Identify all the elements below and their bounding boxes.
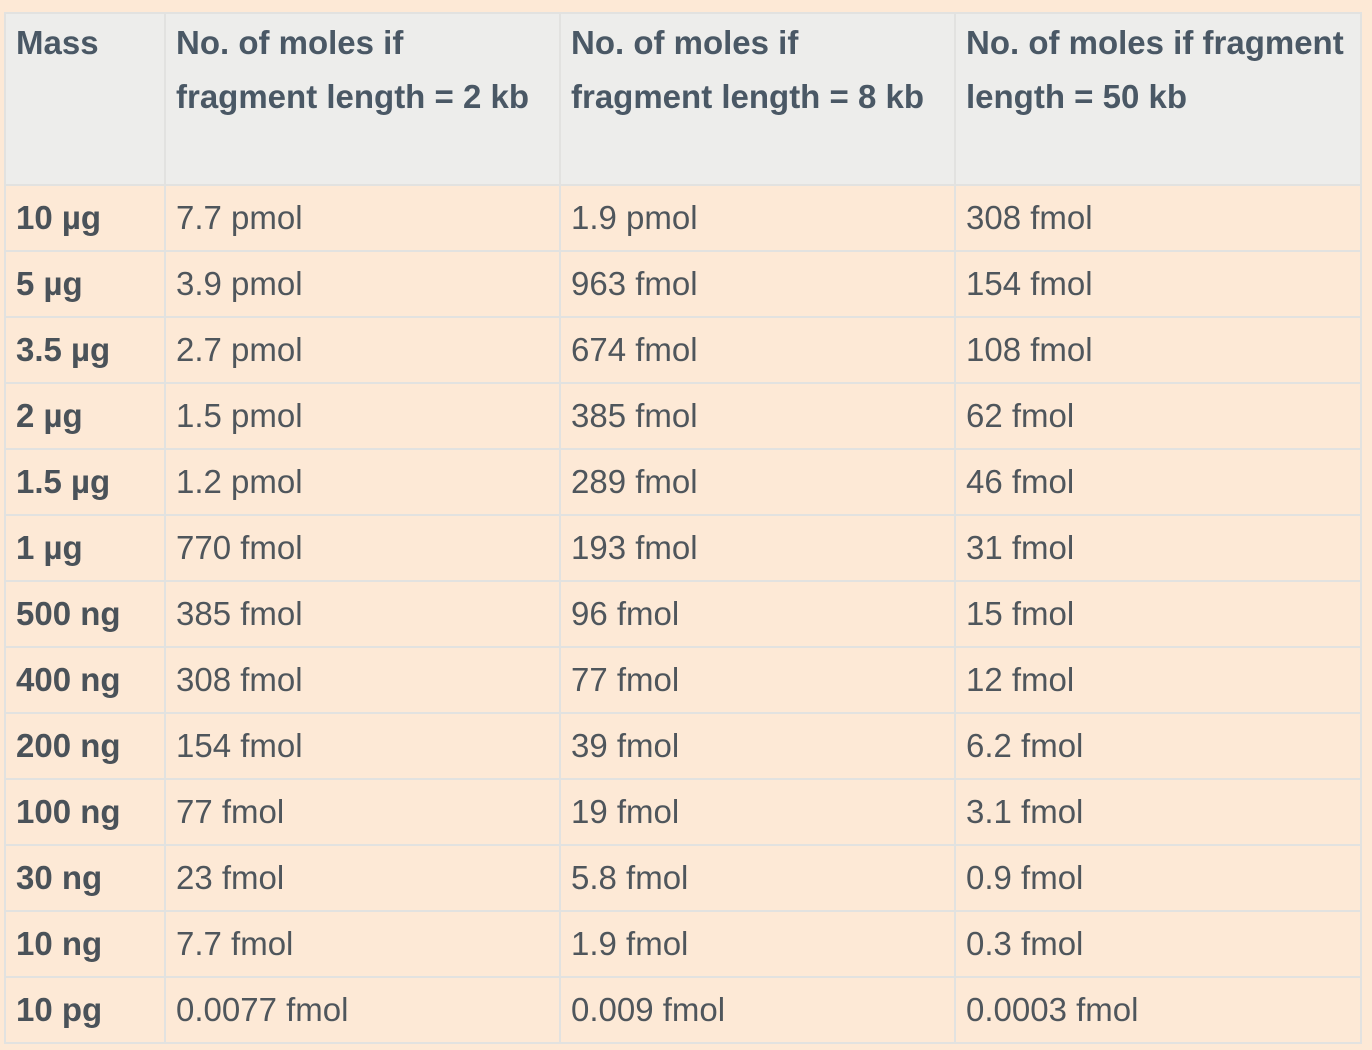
moles-cell: 23 fmol xyxy=(164,844,561,912)
moles-cell: 12 fmol xyxy=(954,646,1362,714)
mass-cell: 10 µg xyxy=(4,184,166,252)
moles-cell: 385 fmol xyxy=(559,382,956,450)
moles-cell: 108 fmol xyxy=(954,316,1362,384)
moles-cell: 7.7 fmol xyxy=(164,910,561,978)
table-row: 400 ng 308 fmol 77 fmol 12 fmol xyxy=(4,646,1362,714)
table-row: 500 ng 385 fmol 96 fmol 15 fmol xyxy=(4,580,1362,648)
table-row: 5 µg 3.9 pmol 963 fmol 154 fmol xyxy=(4,250,1362,318)
moles-cell: 770 fmol xyxy=(164,514,561,582)
moles-cell: 3.9 pmol xyxy=(164,250,561,318)
mass-cell: 10 ng xyxy=(4,910,166,978)
table-row: 1 µg 770 fmol 193 fmol 31 fmol xyxy=(4,514,1362,582)
moles-cell: 308 fmol xyxy=(164,646,561,714)
moles-cell: 39 fmol xyxy=(559,712,956,780)
moles-cell: 6.2 fmol xyxy=(954,712,1362,780)
table-row: 10 pg 0.0077 fmol 0.009 fmol 0.0003 fmol xyxy=(4,976,1362,1044)
moles-cell: 154 fmol xyxy=(954,250,1362,318)
moles-cell: 19 fmol xyxy=(559,778,956,846)
moles-cell: 62 fmol xyxy=(954,382,1362,450)
mass-cell: 200 ng xyxy=(4,712,166,780)
moles-cell: 193 fmol xyxy=(559,514,956,582)
header-50kb: No. of moles if fragment length = 50 kb xyxy=(954,12,1362,186)
moles-cell: 0.9 fmol xyxy=(954,844,1362,912)
moles-cell: 0.3 fmol xyxy=(954,910,1362,978)
mass-cell: 400 ng xyxy=(4,646,166,714)
mass-cell: 30 ng xyxy=(4,844,166,912)
moles-cell: 0.0003 fmol xyxy=(954,976,1362,1044)
moles-cell: 77 fmol xyxy=(164,778,561,846)
moles-cell: 0.0077 fmol xyxy=(164,976,561,1044)
moles-cell: 1.5 pmol xyxy=(164,382,561,450)
header-row: Mass No. of moles if fragment length = 2… xyxy=(4,12,1362,186)
table-row: 10 ng 7.7 fmol 1.9 fmol 0.3 fmol xyxy=(4,910,1362,978)
moles-cell: 46 fmol xyxy=(954,448,1362,516)
moles-cell: 1.9 pmol xyxy=(559,184,956,252)
moles-cell: 0.009 fmol xyxy=(559,976,956,1044)
header-8kb: No. of moles if fragment length = 8 kb xyxy=(559,12,956,186)
moles-cell: 31 fmol xyxy=(954,514,1362,582)
table-row: 100 ng 77 fmol 19 fmol 3.1 fmol xyxy=(4,778,1362,846)
moles-cell: 1.9 fmol xyxy=(559,910,956,978)
mass-cell: 100 ng xyxy=(4,778,166,846)
mass-cell: 10 pg xyxy=(4,976,166,1044)
mass-cell: 500 ng xyxy=(4,580,166,648)
moles-cell: 674 fmol xyxy=(559,316,956,384)
table-row: 10 µg 7.7 pmol 1.9 pmol 308 fmol xyxy=(4,184,1362,252)
table-row: 30 ng 23 fmol 5.8 fmol 0.9 fmol xyxy=(4,844,1362,912)
mass-cell: 1 µg xyxy=(4,514,166,582)
moles-cell: 3.1 fmol xyxy=(954,778,1362,846)
mass-cell: 1.5 µg xyxy=(4,448,166,516)
mass-cell: 3.5 µg xyxy=(4,316,166,384)
moles-cell: 308 fmol xyxy=(954,184,1362,252)
table-row: 200 ng 154 fmol 39 fmol 6.2 fmol xyxy=(4,712,1362,780)
moles-cell: 2.7 pmol xyxy=(164,316,561,384)
moles-cell: 289 fmol xyxy=(559,448,956,516)
header-mass: Mass xyxy=(4,12,166,186)
mass-cell: 2 µg xyxy=(4,382,166,450)
moles-cell: 96 fmol xyxy=(559,580,956,648)
table-row: 2 µg 1.5 pmol 385 fmol 62 fmol xyxy=(4,382,1362,450)
moles-cell: 7.7 pmol xyxy=(164,184,561,252)
table-row: 3.5 µg 2.7 pmol 674 fmol 108 fmol xyxy=(4,316,1362,384)
moles-cell: 77 fmol xyxy=(559,646,956,714)
moles-table: Mass No. of moles if fragment length = 2… xyxy=(4,12,1362,1044)
mass-cell: 5 µg xyxy=(4,250,166,318)
header-2kb: No. of moles if fragment length = 2 kb xyxy=(164,12,561,186)
moles-cell: 5.8 fmol xyxy=(559,844,956,912)
moles-cell: 963 fmol xyxy=(559,250,956,318)
moles-cell: 154 fmol xyxy=(164,712,561,780)
table-body: 10 µg 7.7 pmol 1.9 pmol 308 fmol 5 µg 3.9 pmo… xyxy=(4,184,1362,1044)
table-row: 1.5 µg 1.2 pmol 289 fmol 46 fmol xyxy=(4,448,1362,516)
moles-cell: 15 fmol xyxy=(954,580,1362,648)
moles-cell: 385 fmol xyxy=(164,580,561,648)
moles-table-container: Mass No. of moles if fragment length = 2… xyxy=(4,12,1362,1044)
moles-cell: 1.2 pmol xyxy=(164,448,561,516)
